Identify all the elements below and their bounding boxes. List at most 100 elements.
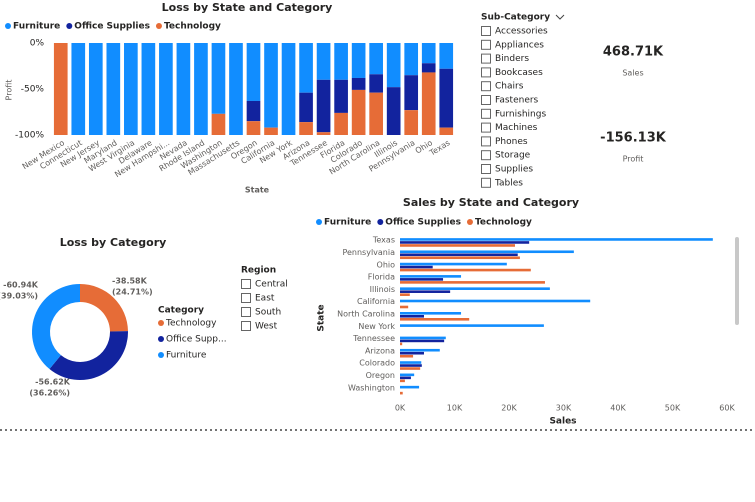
bar-segment xyxy=(369,43,383,75)
bar xyxy=(400,376,411,380)
legend-label: Office Supp... xyxy=(166,335,227,345)
checkbox[interactable] xyxy=(481,53,491,64)
legend-marker xyxy=(466,219,473,225)
slicer-item[interactable]: South xyxy=(255,308,281,318)
y-tick-label: New York xyxy=(358,322,395,331)
y-tick-label: Illinois xyxy=(370,285,395,294)
bar-segment xyxy=(351,89,366,135)
x-tick-label: 50K xyxy=(665,404,681,413)
bar xyxy=(400,351,424,355)
checkbox[interactable] xyxy=(481,177,491,188)
y-tick-label: Washington xyxy=(348,383,395,392)
bar-segment xyxy=(106,43,121,135)
bar xyxy=(400,287,550,290)
slicer-title: Sub-Category xyxy=(481,13,550,23)
y-tick-label: Tennessee xyxy=(352,334,395,343)
donut-slice xyxy=(49,331,129,380)
bar-segment xyxy=(334,112,348,135)
bar-segment xyxy=(211,113,226,135)
donut-slice xyxy=(80,284,128,332)
bar-segment xyxy=(316,79,331,133)
x-tick-label: 40K xyxy=(610,404,626,413)
y-tick-label: North Carolina xyxy=(337,310,395,319)
chart-title: Sales by State and Category xyxy=(403,196,579,209)
checkbox[interactable] xyxy=(481,136,491,147)
chart-title: Loss by State and Category xyxy=(162,1,333,14)
slicer-item[interactable]: Appliances xyxy=(495,40,544,50)
bar xyxy=(400,256,520,260)
y-tick-label: -100% xyxy=(15,131,44,141)
bar-segment xyxy=(264,43,278,128)
bar-segment xyxy=(246,121,261,135)
slicer-item[interactable]: East xyxy=(255,294,275,304)
slicer-item[interactable]: Storage xyxy=(495,151,531,161)
slicer-item[interactable]: Bookcases xyxy=(495,68,543,78)
legend-marker xyxy=(158,336,164,342)
bar-segment xyxy=(351,77,366,90)
checkbox[interactable] xyxy=(481,122,491,133)
bar-segment xyxy=(141,43,156,135)
slicer-item[interactable]: Central xyxy=(255,280,288,290)
legend-label: Furniture xyxy=(324,218,371,228)
bar xyxy=(400,275,462,278)
bar-segment xyxy=(71,43,86,135)
slicer-item[interactable]: Tables xyxy=(494,178,523,188)
y-tick-label: Ohio xyxy=(377,260,396,269)
bar-segment xyxy=(421,63,436,73)
checkbox[interactable] xyxy=(481,164,491,174)
checkbox[interactable] xyxy=(481,67,491,78)
bar xyxy=(400,262,507,266)
bar-segment xyxy=(299,43,313,93)
scrollbar[interactable] xyxy=(735,237,739,325)
bar-segment xyxy=(386,43,401,88)
legend-marker xyxy=(5,23,11,29)
bar-segment xyxy=(334,79,348,113)
bar xyxy=(400,348,440,352)
bar xyxy=(400,373,415,377)
data-label: -56.62K xyxy=(35,378,71,387)
slicer-item[interactable]: Fasteners xyxy=(495,96,539,106)
bar-segment xyxy=(369,92,383,135)
bar xyxy=(400,324,544,327)
bar xyxy=(400,342,403,346)
bar xyxy=(400,305,409,309)
checkbox[interactable] xyxy=(481,39,491,50)
bar-segment xyxy=(439,43,454,69)
slicer-item[interactable]: Phones xyxy=(495,137,528,147)
bar-segment xyxy=(281,43,296,135)
checkbox[interactable] xyxy=(481,150,491,161)
checkbox[interactable] xyxy=(241,293,251,303)
checkbox[interactable] xyxy=(481,95,491,105)
dropdown-chevron[interactable] xyxy=(555,14,565,20)
x-tick-label: 10K xyxy=(447,404,463,413)
bar-segment xyxy=(316,132,331,135)
checkbox[interactable] xyxy=(241,307,251,317)
slicer-item[interactable]: West xyxy=(255,322,278,332)
legend-marker xyxy=(155,23,162,29)
y-tick-label: Texas xyxy=(372,236,395,245)
bar-segment xyxy=(404,75,419,111)
bar-segment xyxy=(88,43,103,135)
checkbox[interactable] xyxy=(481,81,491,92)
x-axis-title: State xyxy=(245,186,270,195)
slicer-title: Region xyxy=(241,266,276,276)
bar-segment xyxy=(351,43,366,78)
data-label: -60.94K xyxy=(3,281,39,290)
bar-segment xyxy=(264,127,278,135)
slicer-item[interactable]: Supplies xyxy=(495,165,533,175)
checkbox[interactable] xyxy=(241,279,251,289)
slicer-item[interactable]: Binders xyxy=(495,54,529,64)
bar xyxy=(400,354,414,358)
x-tick-label: 20K xyxy=(501,404,517,413)
checkbox[interactable] xyxy=(481,26,491,36)
bar-segment xyxy=(53,43,68,135)
checkbox[interactable] xyxy=(241,321,251,331)
slicer-item[interactable]: Machines xyxy=(495,123,538,133)
legend-label: Furniture xyxy=(13,22,60,32)
checkbox[interactable] xyxy=(481,108,491,119)
legend-label: Office Supplies xyxy=(74,22,150,32)
slicer-item[interactable]: Accessories xyxy=(495,27,548,37)
slicer-item[interactable]: Chairs xyxy=(495,82,524,92)
bar xyxy=(400,265,433,269)
slicer-item[interactable]: Furnishings xyxy=(495,109,546,119)
